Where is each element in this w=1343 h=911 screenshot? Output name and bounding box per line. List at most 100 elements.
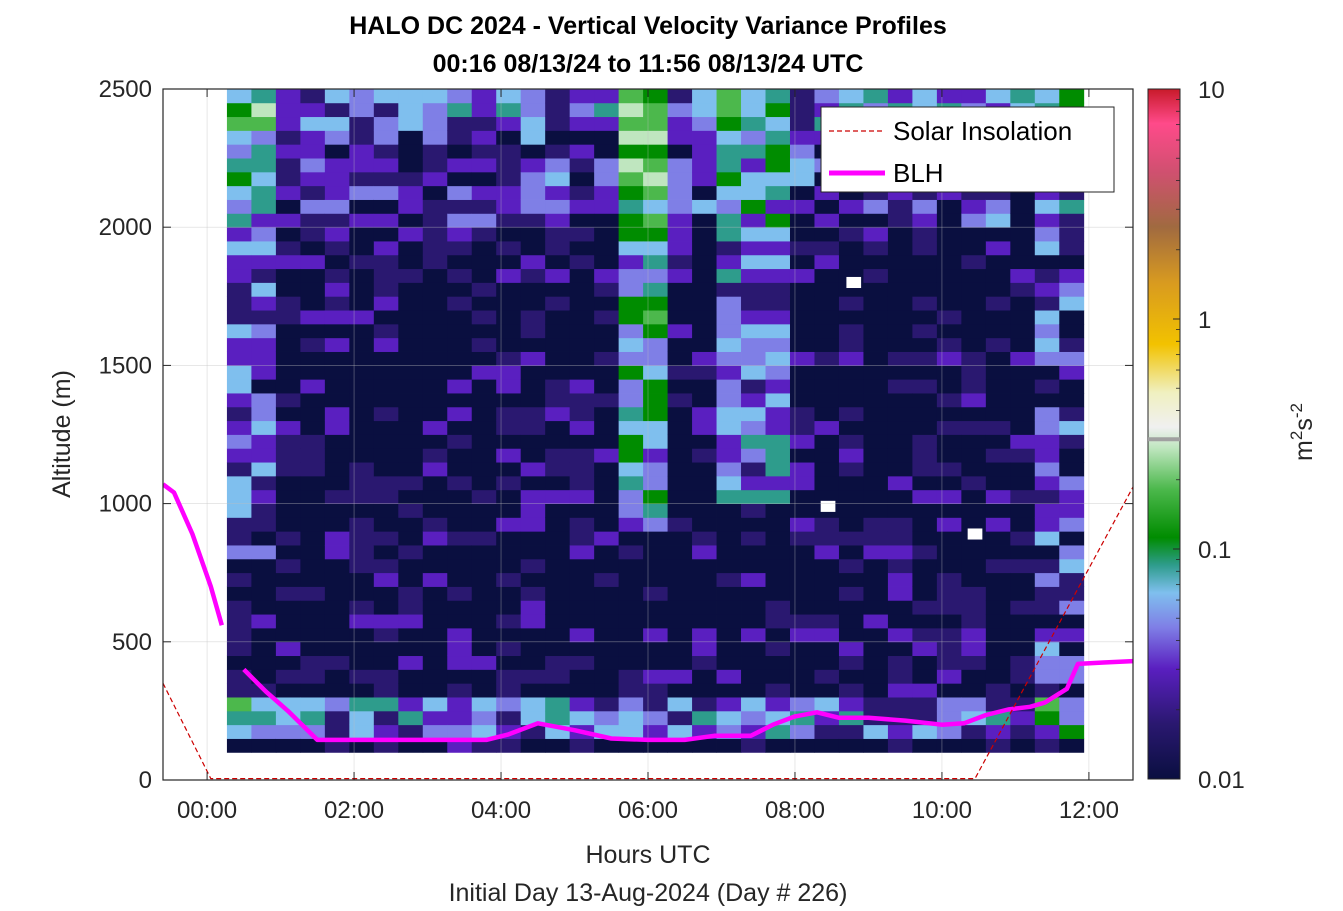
heatmap-cell	[496, 282, 522, 297]
heatmap-cell	[936, 213, 962, 228]
heatmap-cell	[1034, 489, 1060, 504]
heatmap-cell	[594, 241, 620, 256]
heatmap-cell	[1059, 420, 1085, 435]
heatmap-cell	[789, 724, 815, 739]
heatmap-cell	[275, 282, 301, 297]
heatmap-cell	[447, 158, 473, 173]
heatmap-cell	[447, 531, 473, 546]
heatmap-cell	[667, 475, 693, 491]
heatmap-cell	[569, 296, 595, 311]
heatmap-cell	[594, 144, 620, 159]
heatmap-cell	[912, 351, 938, 366]
heatmap-cell	[838, 517, 864, 532]
heatmap-cell	[887, 517, 913, 532]
heatmap-cell	[324, 116, 350, 131]
heatmap-cell	[716, 227, 742, 242]
heatmap-cell	[838, 627, 864, 643]
heatmap-cell	[716, 102, 742, 118]
heatmap-cell	[741, 282, 766, 297]
x-axis-label: Hours UTC	[585, 841, 710, 869]
heatmap-cell	[300, 351, 326, 366]
heatmap-cell	[226, 310, 252, 325]
heatmap-cell	[863, 406, 889, 422]
heatmap-cell	[349, 489, 375, 504]
heatmap-cell	[398, 116, 424, 131]
heatmap-cell	[789, 586, 815, 601]
heatmap-cell	[789, 199, 815, 214]
heatmap-cell	[863, 475, 889, 491]
heatmap-cell	[471, 558, 497, 574]
heatmap-cell	[838, 545, 864, 560]
heatmap-cell	[985, 724, 1011, 739]
heatmap-cell	[789, 227, 815, 242]
heatmap-cell	[594, 614, 620, 629]
heatmap-cell	[863, 669, 889, 684]
heatmap-cell	[789, 669, 815, 684]
heatmap-cell	[520, 144, 546, 159]
heatmap-cell	[814, 655, 840, 670]
heatmap-cell	[789, 241, 815, 256]
heatmap-cell	[765, 655, 791, 670]
heatmap-cell	[226, 89, 252, 104]
heatmap-cell	[226, 102, 252, 118]
heatmap-cell	[667, 323, 693, 339]
heatmap-cell	[667, 448, 693, 463]
heatmap-cell	[1059, 268, 1085, 283]
heatmap-cell	[422, 171, 448, 187]
heatmap-cell	[765, 572, 791, 587]
heatmap-cell	[741, 241, 766, 256]
heatmap-cell	[961, 351, 987, 366]
heatmap-cell	[422, 323, 448, 339]
heatmap-cell	[716, 310, 742, 325]
heatmap-cell	[545, 572, 571, 587]
heatmap-cell	[643, 517, 668, 532]
heatmap-cell	[961, 669, 987, 684]
heatmap-cell	[496, 171, 522, 187]
heatmap-cell	[912, 627, 938, 643]
heatmap-cell	[741, 517, 766, 532]
heatmap-cell	[422, 199, 448, 214]
heatmap-cell	[1034, 89, 1060, 104]
heatmap-cell	[863, 310, 889, 325]
heatmap-cell	[569, 406, 595, 422]
heatmap-cell	[226, 545, 252, 560]
heatmap-cell	[373, 614, 399, 629]
heatmap-cell	[251, 738, 277, 753]
heatmap-cell	[349, 448, 375, 463]
heatmap-cell	[226, 724, 252, 739]
heatmap-cell	[692, 254, 717, 270]
heatmap-cell	[1010, 268, 1036, 283]
heatmap-cell	[496, 158, 522, 173]
heatmap-cell	[1010, 462, 1036, 477]
heatmap-cell	[838, 600, 864, 615]
heatmap-cell	[300, 558, 326, 574]
heatmap-cell	[300, 227, 326, 242]
heatmap-cell	[349, 710, 375, 726]
heatmap-cell	[838, 199, 864, 214]
heatmap-cell	[471, 365, 497, 380]
heatmap-cell	[300, 434, 326, 449]
heatmap-cell	[300, 254, 326, 270]
heatmap-cell	[618, 406, 644, 422]
heatmap-cell	[275, 89, 301, 104]
heatmap-cell	[275, 337, 301, 352]
heatmap-cell	[863, 531, 889, 546]
heatmap-cell	[692, 669, 717, 684]
heatmap-cell	[1010, 558, 1036, 574]
heatmap-cell	[275, 517, 301, 532]
heatmap-cell	[1034, 738, 1060, 753]
heatmap-cell	[618, 144, 644, 159]
heatmap-cell	[741, 171, 766, 187]
heatmap-cell	[594, 296, 620, 311]
heatmap-cell	[594, 641, 620, 657]
heatmap-cell	[251, 89, 277, 104]
heatmap-cell	[251, 268, 277, 283]
heatmap-cell	[985, 296, 1011, 311]
heatmap-cell	[471, 89, 497, 104]
y-tick-label: 2000	[99, 214, 152, 241]
heatmap-cell	[373, 171, 399, 187]
heatmap-cell	[373, 655, 399, 670]
heatmap-cell	[300, 323, 326, 339]
heatmap-cell	[324, 282, 350, 297]
heatmap-cell	[692, 448, 717, 463]
